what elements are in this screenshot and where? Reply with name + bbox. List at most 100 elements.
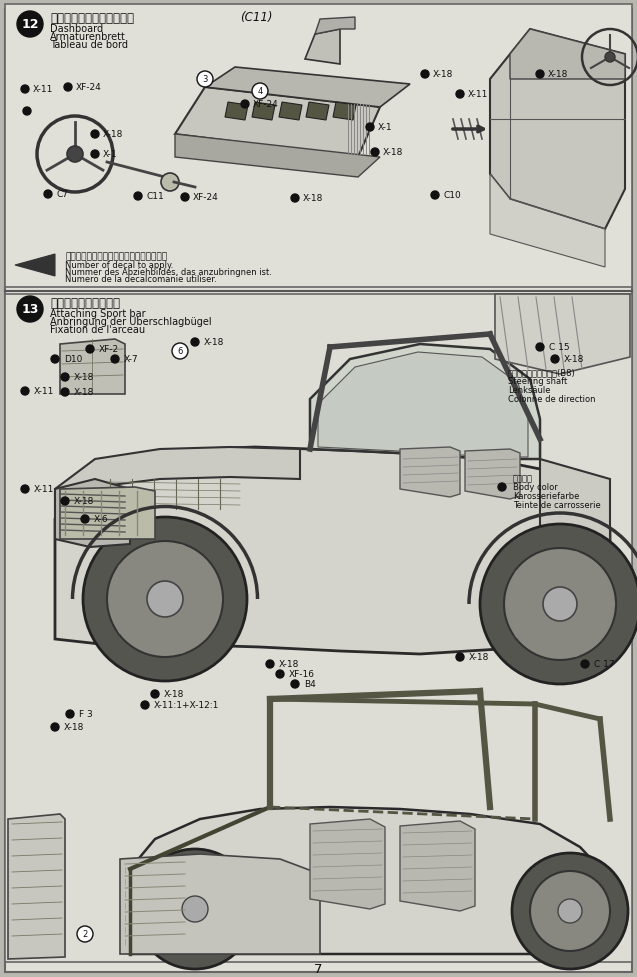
- Circle shape: [21, 486, 29, 493]
- Circle shape: [530, 871, 610, 951]
- Polygon shape: [55, 480, 130, 547]
- Circle shape: [23, 107, 31, 116]
- Circle shape: [77, 926, 93, 942]
- Text: ロールバーのとりつけ: ロールバーのとりつけ: [50, 297, 120, 310]
- Text: Nummer des Abziehbildes, das anzubringnen ist.: Nummer des Abziehbildes, das anzubringne…: [65, 269, 272, 277]
- Circle shape: [44, 191, 52, 198]
- Circle shape: [512, 853, 628, 969]
- Text: Dashboard: Dashboard: [50, 24, 103, 34]
- Text: 12: 12: [21, 19, 39, 31]
- Circle shape: [161, 174, 179, 191]
- Circle shape: [21, 86, 29, 94]
- Polygon shape: [490, 175, 605, 268]
- Polygon shape: [510, 30, 625, 80]
- Polygon shape: [333, 103, 356, 121]
- Circle shape: [134, 192, 142, 201]
- Circle shape: [266, 660, 274, 668]
- Polygon shape: [55, 447, 300, 520]
- Text: 13: 13: [21, 303, 39, 317]
- Text: Colonne de direction: Colonne de direction: [508, 395, 596, 404]
- Text: 4: 4: [257, 87, 262, 97]
- Circle shape: [21, 388, 29, 396]
- Circle shape: [61, 497, 69, 505]
- Text: ステアリングシャフト(B8): ステアリングシャフト(B8): [508, 368, 576, 377]
- Polygon shape: [60, 488, 155, 539]
- Text: 2: 2: [82, 929, 88, 939]
- Text: X-18: X-18: [469, 653, 489, 661]
- Text: Teinte de carrosserie: Teinte de carrosserie: [513, 501, 601, 510]
- Polygon shape: [175, 88, 380, 158]
- Circle shape: [182, 896, 208, 922]
- Text: F 3: F 3: [79, 709, 93, 719]
- Text: Karosseriefarbe: Karosseriefarbe: [513, 492, 580, 501]
- Circle shape: [107, 541, 223, 658]
- Circle shape: [86, 346, 94, 354]
- Circle shape: [536, 344, 544, 352]
- Circle shape: [67, 147, 83, 163]
- Text: Armaturenbrett: Armaturenbrett: [50, 32, 126, 42]
- Text: X-18: X-18: [74, 388, 94, 397]
- Circle shape: [504, 548, 616, 660]
- Text: X-18: X-18: [164, 690, 184, 699]
- Circle shape: [61, 389, 69, 397]
- Text: X-18: X-18: [64, 723, 84, 732]
- Text: C10: C10: [443, 191, 461, 200]
- Bar: [5, 295, 632, 962]
- Circle shape: [153, 868, 237, 951]
- Text: X-11: X-11: [34, 387, 54, 396]
- Circle shape: [64, 84, 72, 92]
- Circle shape: [17, 297, 43, 322]
- Circle shape: [51, 723, 59, 731]
- Circle shape: [276, 670, 284, 678]
- Circle shape: [581, 660, 589, 668]
- Circle shape: [558, 899, 582, 923]
- Circle shape: [135, 849, 255, 969]
- Polygon shape: [310, 345, 540, 459]
- Circle shape: [252, 84, 268, 100]
- Circle shape: [61, 373, 69, 382]
- Text: X-18: X-18: [74, 373, 94, 382]
- Polygon shape: [400, 447, 460, 497]
- Circle shape: [456, 91, 464, 99]
- Text: D10: D10: [64, 355, 82, 364]
- Text: Attaching Sport bar: Attaching Sport bar: [50, 309, 146, 319]
- Circle shape: [291, 680, 299, 688]
- Circle shape: [51, 356, 59, 363]
- Circle shape: [17, 12, 43, 38]
- Circle shape: [456, 654, 464, 661]
- Text: X-18: X-18: [564, 355, 584, 364]
- Polygon shape: [130, 807, 615, 954]
- Polygon shape: [225, 103, 248, 121]
- Circle shape: [147, 581, 183, 617]
- Text: XF-24: XF-24: [193, 193, 218, 202]
- Polygon shape: [55, 447, 610, 655]
- Text: Anbringung der Uberschlagbügel: Anbringung der Uberschlagbügel: [50, 317, 211, 326]
- Polygon shape: [315, 18, 355, 35]
- Circle shape: [191, 339, 199, 347]
- Circle shape: [141, 701, 149, 709]
- Text: Tableau de bord: Tableau de bord: [50, 40, 128, 50]
- Polygon shape: [540, 440, 610, 639]
- Text: X-18: X-18: [103, 130, 124, 140]
- Polygon shape: [490, 30, 625, 230]
- Polygon shape: [310, 819, 385, 909]
- Text: X-18: X-18: [383, 149, 403, 157]
- Text: X-1: X-1: [103, 150, 118, 159]
- Text: X-18: X-18: [204, 338, 224, 347]
- Text: Fixation de l'arceau: Fixation de l'arceau: [50, 324, 145, 335]
- Polygon shape: [465, 449, 520, 499]
- Text: X-11:1+X-12:1: X-11:1+X-12:1: [154, 701, 219, 709]
- Text: XF-16: XF-16: [289, 670, 315, 679]
- Text: C 15: C 15: [549, 343, 569, 352]
- Circle shape: [197, 72, 213, 88]
- Text: X-18: X-18: [279, 659, 299, 669]
- Circle shape: [111, 356, 119, 363]
- Circle shape: [91, 131, 99, 139]
- Circle shape: [421, 71, 429, 79]
- Circle shape: [605, 53, 615, 63]
- Text: 指示の番号のスライドマークをはります。: 指示の番号のスライドマークをはります。: [65, 252, 167, 261]
- Circle shape: [291, 194, 299, 203]
- Text: X-6: X-6: [94, 515, 109, 524]
- Text: B4: B4: [304, 680, 316, 689]
- Text: Lenksäule: Lenksäule: [508, 386, 550, 395]
